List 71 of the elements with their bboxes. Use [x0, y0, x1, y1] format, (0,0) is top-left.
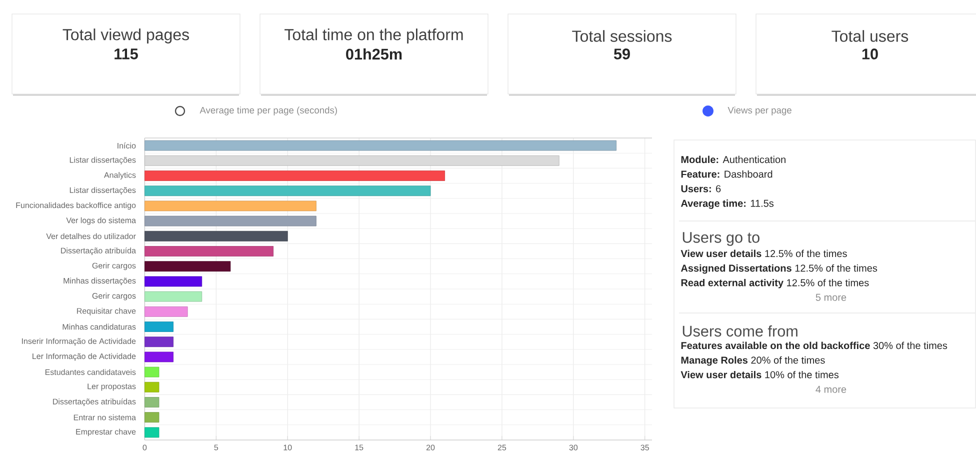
text: Average time per page (seconds) [200, 106, 337, 116]
bar [144, 276, 202, 287]
bar [144, 427, 160, 438]
bar [144, 352, 174, 362]
text: 10 [862, 48, 878, 60]
text: 115 [114, 48, 138, 60]
text: Read external activity 12.5% of the times [681, 278, 869, 288]
y-tick-label: Ver logs do sistema [66, 217, 136, 225]
text: 4 more [816, 386, 846, 393]
x-tick-label: 30 [569, 444, 578, 450]
text: Total time on the platform [284, 28, 463, 44]
y-tick-label: Listar dissertações [70, 187, 136, 195]
text: 01h25m [346, 48, 402, 60]
text: Users go to [682, 232, 760, 246]
y-tick-label: Ler Informação de Actividade [32, 353, 136, 361]
bar [144, 366, 160, 378]
text: Total sessions [572, 30, 672, 42]
x-tick-label: 0 [142, 444, 147, 450]
text: Feature: Dashboard [681, 170, 772, 178]
bar [144, 322, 174, 332]
text: Assigned Dissertations 12.5% of the times [680, 264, 878, 274]
y-tick-label: Dissertações atribuídas [53, 398, 136, 406]
text: 5 more [816, 294, 846, 301]
text: Total viewd pages [62, 28, 189, 44]
x-tick-label: 10 [284, 444, 292, 450]
y-tick-label: Dissertação atribuída [61, 247, 136, 256]
y-tick-label: Ler propostas [88, 384, 136, 391]
bar [144, 186, 431, 196]
bar [144, 382, 160, 392]
y-tick-label: Inserir Informação de Actividade [22, 338, 136, 346]
y-tick-label: Listar dissertações [70, 156, 136, 164]
text: View user details 10% of the times [680, 370, 839, 378]
y-tick-label: Estudantes candidataveis [45, 369, 136, 375]
text: Views per page [728, 106, 792, 116]
bar [144, 306, 188, 317]
text: Module: Authentication [681, 156, 786, 164]
text: Features available on the old backoffice 30% of the times [681, 342, 948, 350]
bar [144, 216, 316, 226]
bar [144, 336, 174, 348]
y-tick-label: Emprestar chave [76, 428, 136, 436]
x-tick-label: 25 [498, 444, 506, 450]
x-tick-label: 20 [426, 444, 435, 450]
y-tick-label: Gerir cargos [92, 262, 136, 270]
x-tick-label: 5 [214, 444, 218, 450]
bar [144, 246, 274, 256]
bar [144, 230, 288, 242]
bar [144, 170, 445, 181]
bar [144, 140, 616, 151]
text: Manage Roles 20% of the times [681, 356, 825, 366]
y-tick-label: Ver detalhes do utilizador [46, 233, 136, 240]
y-tick-label: Gerir cargos [92, 292, 136, 300]
y-tick-label: Minhas dissertações [64, 278, 136, 286]
bar [144, 412, 160, 423]
text: Users come from [682, 325, 798, 337]
bar [144, 397, 160, 408]
y-tick-label: Analytics [104, 172, 136, 180]
y-tick-label: Requisitar chave [77, 308, 136, 316]
y-tick-label: Funcionalidades backoffice antigo [16, 202, 136, 210]
bar [144, 200, 316, 212]
bar [144, 261, 231, 272]
text: Total users [832, 30, 908, 42]
x-tick-label: 15 [355, 444, 364, 450]
text: Users: 6 [681, 185, 721, 192]
bar [144, 291, 202, 302]
y-tick-label: Início [118, 142, 136, 149]
text: 59 [614, 48, 630, 60]
text: Average time: 11.5s [680, 200, 774, 209]
text: View user details 12.5% of the times [680, 250, 847, 258]
y-tick-label: Entrar no sistema [74, 414, 136, 420]
y-tick-label: Minhas candidaturas [62, 324, 136, 330]
x-tick-label: 35 [640, 444, 649, 450]
